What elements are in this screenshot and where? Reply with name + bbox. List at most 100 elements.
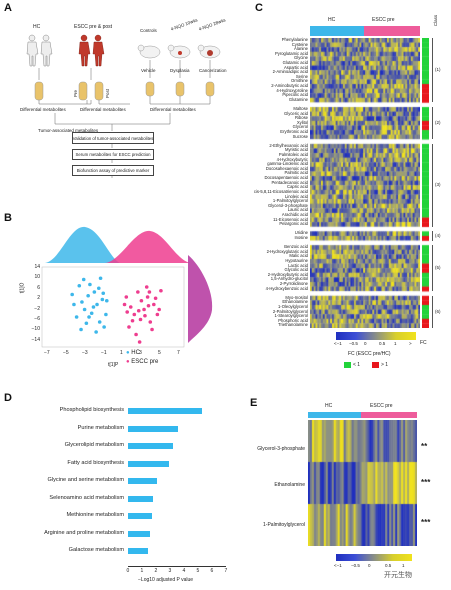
- e-escc-header: ESCC pre: [370, 403, 393, 409]
- escc-point: [127, 325, 131, 329]
- metabolite-label: Palmitoleic acid: [278, 152, 308, 158]
- metabolite-label: Phosphoric acid: [278, 317, 308, 323]
- gt1-label: > 1: [381, 362, 389, 368]
- escc-point: [136, 290, 140, 294]
- metabolite-label: Erythronic acid: [280, 129, 308, 135]
- escc-point: [136, 308, 141, 313]
- x-tick-label: 7: [177, 350, 180, 356]
- legend-escc-dot: ●: [126, 359, 130, 365]
- x-tick-label: 1: [120, 350, 123, 356]
- metabolite-label: 2-Hydroxyglutaric acid: [266, 248, 308, 254]
- metabolite-label: 2-Pyrrolidinone: [279, 280, 308, 286]
- escc-point: [153, 296, 158, 301]
- metabolite-label: Glycine: [294, 55, 308, 61]
- metabolite-label: Glycerol: [292, 124, 308, 130]
- metabolite-label: Glutamine: [288, 96, 308, 102]
- e-escc-bar: [361, 412, 417, 418]
- fc-tick-label: 0: [364, 341, 367, 346]
- panel-e-label: E: [250, 397, 258, 409]
- fc-tick-label: 1: [394, 341, 397, 346]
- pathway-label: Arginine and proline metabolism: [44, 529, 124, 536]
- pathway-label: Galactose metabolism: [68, 547, 124, 553]
- y-tick-label: 6: [37, 284, 40, 291]
- hc-point: [91, 305, 96, 309]
- metabolite-label: Inosine: [294, 234, 308, 240]
- escc-point: [139, 298, 144, 303]
- metabolite-label: Glutamic acid: [282, 60, 308, 66]
- e-tick-label: −0.5: [351, 563, 360, 568]
- panel-c-label: C: [255, 2, 263, 14]
- metabolite-labels: Phenylalanine Cysteine Alanine Pyroglutamic…: [250, 37, 308, 328]
- y-tick-label: −2: [34, 305, 40, 312]
- panel-a-graphics: [26, 34, 221, 178]
- escc-point: [124, 295, 129, 299]
- metabolite-label: Sucrose: [292, 133, 308, 139]
- escc-point: [159, 288, 163, 293]
- pathway-label: Fatty acid biosynthesis: [67, 459, 124, 466]
- pathway-bar: [128, 548, 148, 554]
- pre-label: Pre: [73, 89, 79, 98]
- metabolite-label: Docosapentaenoic acid: [264, 175, 308, 181]
- metabolite-label: Palmitic acid: [284, 170, 308, 176]
- metabolite-label: 2-Aminobutyric acid: [271, 83, 308, 89]
- x-tick-label: 5: [158, 350, 161, 356]
- x-tick-label: 6: [210, 567, 214, 574]
- e-tick-label: 1: [402, 563, 405, 568]
- pathway-label: Glycine and serine metabolism: [47, 477, 124, 483]
- sig-glycerol-3-phosphate: **: [421, 442, 428, 451]
- x-tick-label: 1: [140, 567, 144, 574]
- pathway-label: Phospholipid biosynthesis: [59, 407, 124, 413]
- class-id-label: (3): [435, 182, 441, 188]
- y-tick-label: −14: [31, 336, 40, 343]
- x-axis-line: [128, 565, 226, 567]
- metabolite-label: Myristic acid: [284, 147, 308, 153]
- e-colorbar: [336, 554, 412, 561]
- y-axis-label: t[1]O: [19, 282, 26, 294]
- x-tick-label: 4: [182, 567, 186, 574]
- fc-tick-label: <−1: [334, 341, 342, 346]
- class-bracket: [432, 245, 433, 292]
- e-tick-label: <−1: [334, 563, 342, 568]
- vehicle-label: Vehicle: [141, 68, 156, 73]
- metabolite-label: Pyroglutamic acid: [274, 50, 308, 56]
- legend-hc-dot: ●: [126, 350, 130, 356]
- control-rat-icon: [137, 44, 161, 59]
- y-tick-label: 2: [37, 295, 40, 302]
- pathway-bar: [128, 513, 152, 519]
- e-tick-label: 0: [368, 563, 371, 568]
- metabolite-label: gamma-Linolenic acid: [267, 161, 308, 167]
- pathway-bar: [128, 425, 179, 432]
- hc-point: [86, 293, 90, 298]
- three-marker-heatmap: [308, 420, 417, 546]
- class-bracket: [432, 295, 433, 328]
- hc-point: [88, 282, 92, 287]
- fc-tick-label: −0.5: [349, 341, 358, 346]
- sig-palmitoylglycerol: ***: [421, 518, 431, 527]
- x-tick-label: 0: [126, 567, 130, 574]
- hc-point: [104, 298, 109, 303]
- x-axis-label: −Log10 adjusted P value: [138, 576, 194, 583]
- hc-point: [102, 325, 106, 329]
- metabolite-label: Arachidic acid: [281, 211, 308, 217]
- diff-metabolites-3: Differential metabolites: [150, 107, 196, 112]
- legend-hc: ● HC: [126, 350, 140, 356]
- escc-density-curve: [105, 230, 190, 263]
- escc-point: [138, 317, 143, 322]
- escc-point: [142, 307, 146, 312]
- escc-point: [134, 332, 138, 337]
- metabolite-label: 4-Hydroxybenzoic acid: [265, 285, 308, 291]
- sample-tubes: [34, 81, 215, 101]
- x-tick-label: −7: [44, 350, 50, 356]
- hc-point: [89, 311, 94, 316]
- biofunction-box: Biofunction assay of predictive marker: [72, 165, 154, 176]
- pathway-bar: [128, 408, 203, 414]
- escc-point: [155, 312, 160, 317]
- class-id-label: (4): [435, 232, 441, 238]
- escc-point: [148, 320, 153, 324]
- tumor-associated-label: Tumor-associated metabolites: [38, 128, 99, 133]
- metabolite-label: 1-Palmitoylglycerol: [272, 198, 308, 204]
- metabolite-label: Benzoic acid: [284, 244, 308, 250]
- pathway-bar: [128, 478, 158, 484]
- hc-header: HC: [328, 17, 336, 23]
- escc-point: [144, 285, 149, 289]
